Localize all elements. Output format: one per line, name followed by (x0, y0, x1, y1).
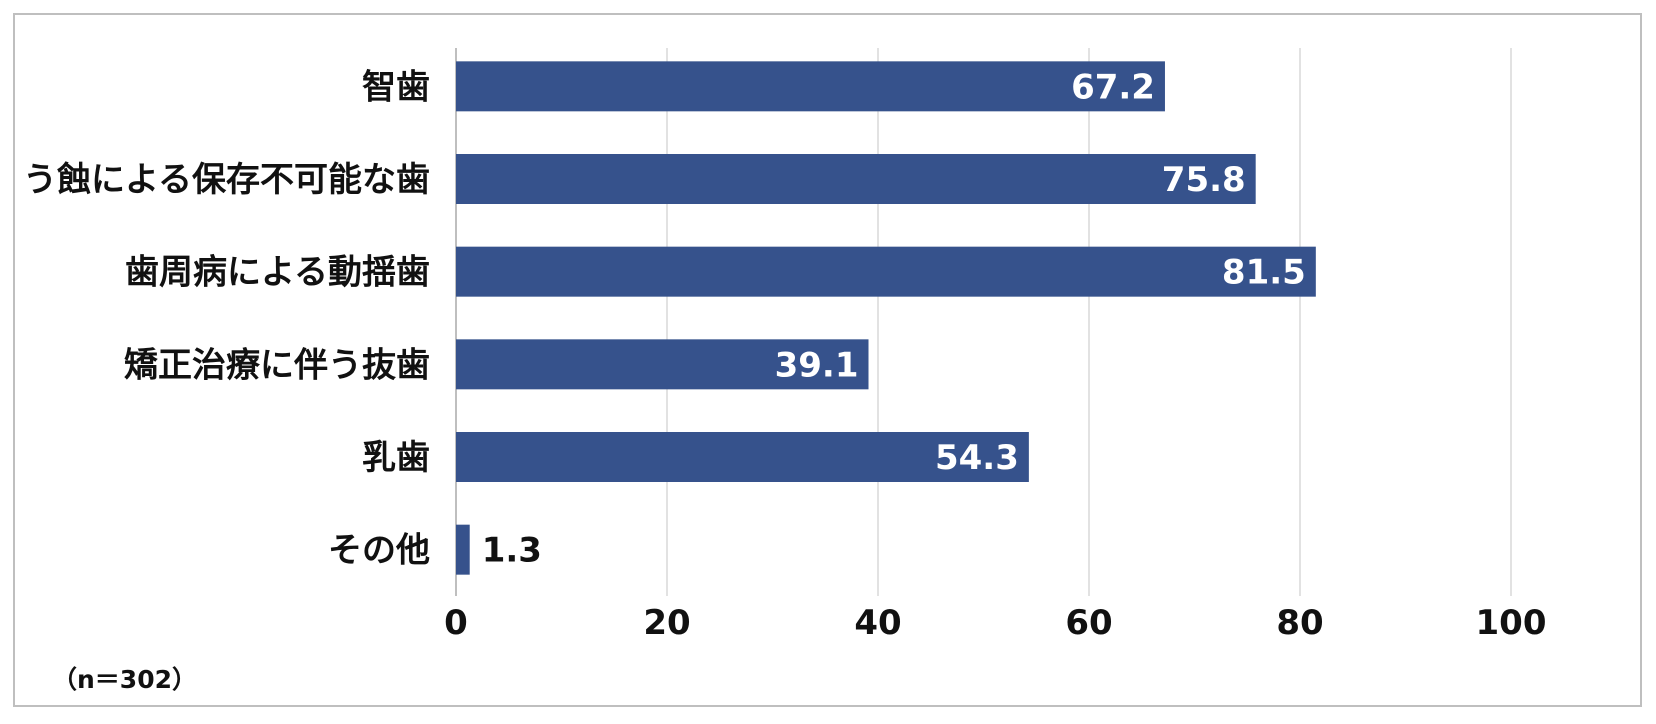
x-tick-label: 100 (1476, 603, 1547, 643)
value-label: 75.8 (1162, 160, 1246, 200)
grid-lines (455, 48, 1512, 596)
value-label: 39.1 (775, 345, 859, 385)
bars (456, 61, 1316, 575)
value-label: 67.2 (1071, 67, 1155, 107)
category-label: う蝕による保存不可能な歯 (23, 160, 430, 200)
category-label: 乳歯 (362, 438, 430, 478)
x-tick-label: 60 (1065, 603, 1112, 643)
bar (456, 154, 1256, 204)
bar (456, 246, 1316, 297)
x-tick-label: 40 (854, 603, 901, 643)
x-tick-label: 80 (1276, 603, 1323, 643)
bar (456, 524, 470, 575)
value-label: 81.5 (1222, 253, 1306, 293)
bar (456, 61, 1165, 112)
x-tick-label: 0 (444, 603, 468, 643)
x-axis-ticks: 0 20 40 60 80 100 (444, 603, 1546, 643)
bar (456, 339, 869, 390)
value-label: 1.3 (482, 531, 542, 571)
bar (456, 432, 1029, 482)
category-label: 矯正治療に伴う抜歯 (124, 345, 430, 385)
category-label: 歯周病による動揺歯 (125, 253, 430, 293)
x-tick-label: 20 (643, 603, 690, 643)
value-label: 54.3 (935, 438, 1019, 478)
category-label: その他 (328, 531, 430, 571)
category-label: 智歯 (362, 67, 430, 107)
sample-size-note: （n＝302） (52, 665, 197, 694)
value-labels: 67.2 75.8 81.5 39.1 54.3 1.3 (482, 67, 1306, 570)
